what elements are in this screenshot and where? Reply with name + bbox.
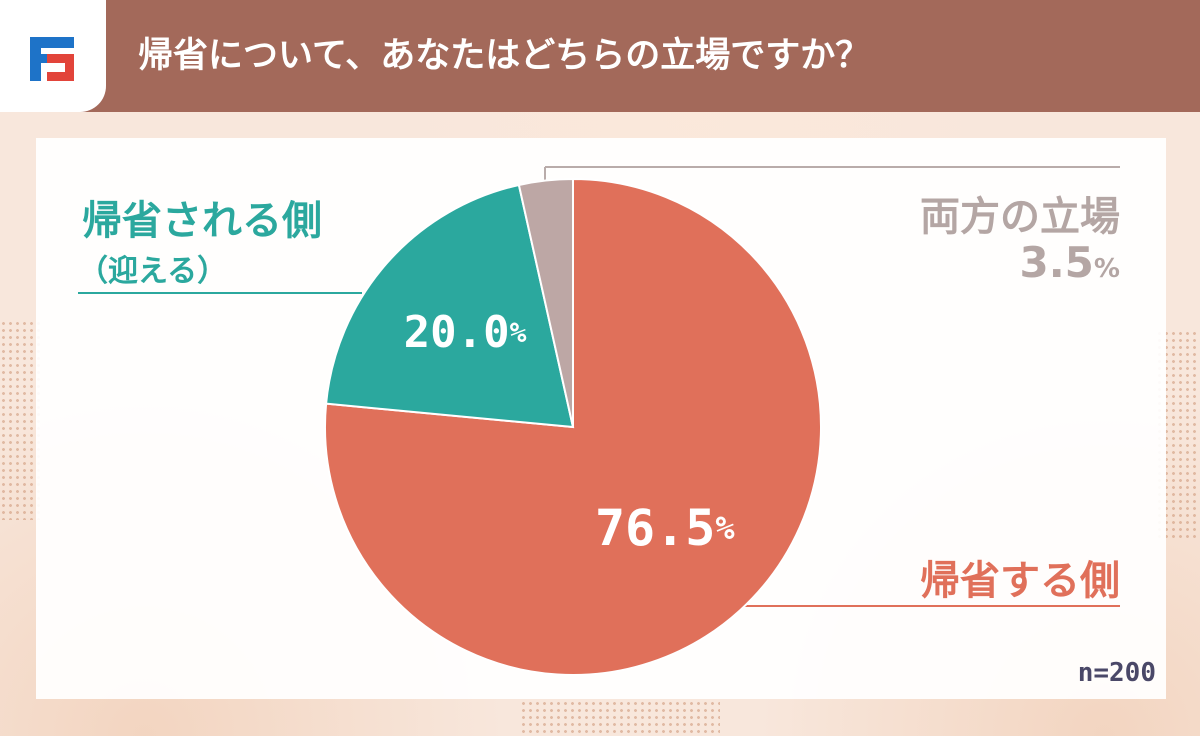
brand-logo-icon xyxy=(30,37,74,81)
slice-second xyxy=(325,183,575,429)
sample-size-label: n=200 xyxy=(1077,658,1156,688)
slice-third xyxy=(517,177,574,428)
legend-label-red: 帰省する側 xyxy=(920,558,1120,604)
legend-value-gray: 3.5% xyxy=(1020,238,1121,287)
slice-main xyxy=(324,177,822,676)
legend-value-gray-percent: % xyxy=(1093,254,1120,284)
legend-label-teal-sub: （迎える） xyxy=(78,254,228,289)
legend-value-gray-number: 3.5 xyxy=(1019,238,1094,287)
page-title: 帰省について、あなたはどちらの立場ですか？ xyxy=(138,36,871,76)
dot-pattern-bottom xyxy=(520,700,720,736)
logo-box xyxy=(0,0,106,112)
slice-main-value-label: 76.5% xyxy=(595,499,735,557)
legend-label-gray: 両方の立場 xyxy=(920,194,1120,240)
legend-label-teal: 帰省される側 xyxy=(82,198,322,244)
header-bar: 帰省について、あなたはどちらの立場ですか？ xyxy=(0,0,1200,112)
slice-second-value-label: 20.0% xyxy=(404,306,527,357)
